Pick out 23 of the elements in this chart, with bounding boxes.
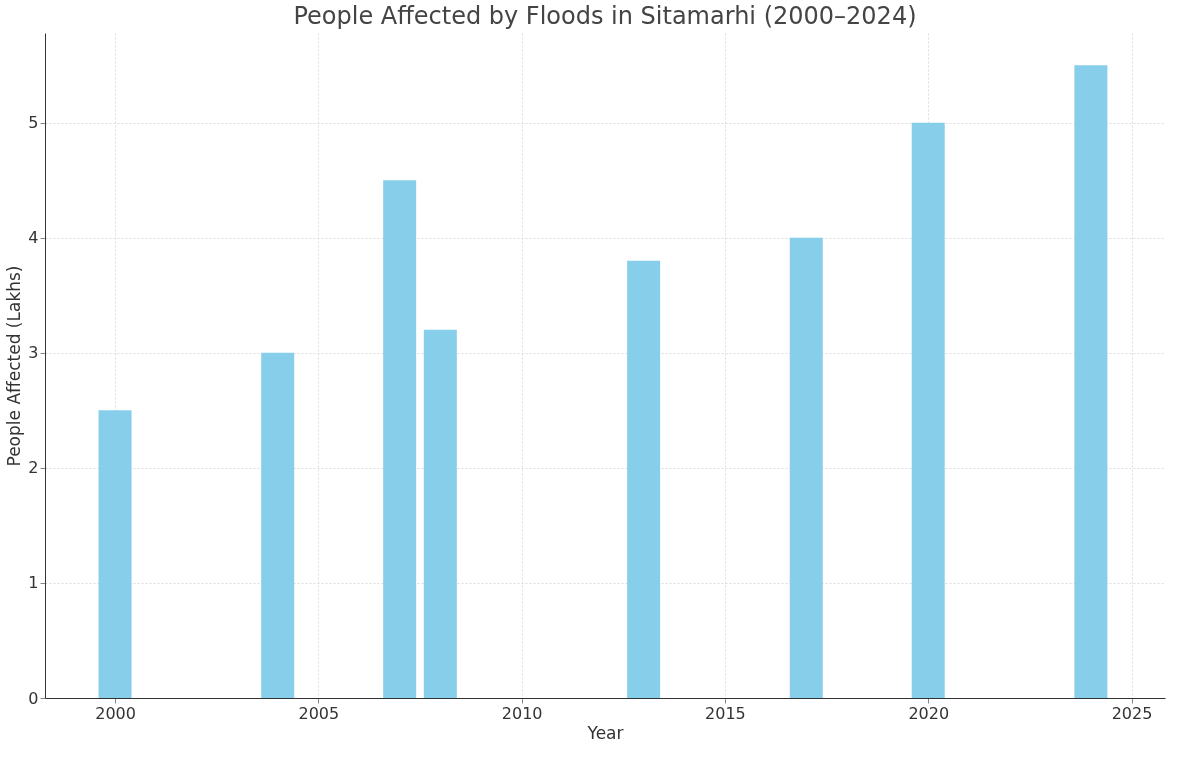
bar [261, 352, 295, 698]
y-tick-label: 1 [28, 573, 39, 593]
y-tick-label: 0 [28, 688, 39, 708]
bar [423, 329, 457, 698]
y-tick-label: 3 [28, 343, 39, 363]
bar [98, 410, 132, 698]
x-tick-label: 2020 [908, 703, 950, 723]
x-tick-label: 2000 [95, 703, 136, 723]
y-tick-label: 4 [28, 228, 39, 248]
x-tick-label: 2015 [705, 703, 746, 723]
x-tick-label: 2025 [1111, 703, 1153, 723]
bar [789, 237, 823, 698]
y-tick-label: 5 [28, 113, 39, 133]
bar [911, 122, 945, 698]
bar [627, 260, 661, 698]
y-tick-label: 2 [28, 458, 39, 478]
bar [383, 180, 417, 698]
y-axis-title: People Affected (Lakhs) [4, 265, 25, 467]
bar [1074, 65, 1108, 698]
x-axis-title: Year [586, 722, 624, 743]
chart-title: People Affected by Floods in Sitamarhi (2000–2024) [293, 2, 917, 30]
x-tick-label: 2005 [298, 703, 340, 723]
x-tick-label: 2010 [501, 703, 543, 723]
